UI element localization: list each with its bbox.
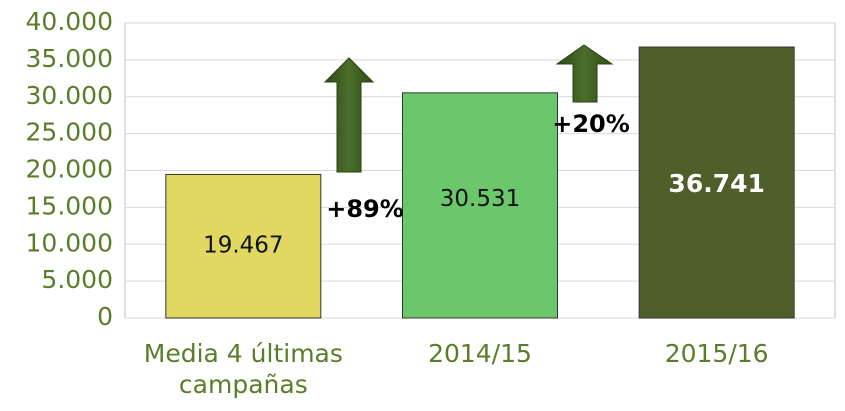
x-tick-label: Media 4 últimas campañas [143,339,343,399]
x-tick-label: 2015/16 [664,339,769,368]
data-label: 19.467 [203,233,283,259]
arrow [323,57,375,173]
y-tick-label: 20.000 [26,155,113,184]
annotation: +89% [326,195,404,223]
x-tick-label: 2014/15 [428,339,532,368]
y-tick-label: 15.000 [26,191,113,220]
y-tick-label: 40.000 [26,7,113,36]
y-tick-label: 0 [97,302,113,331]
y-tick-label: 5.000 [41,265,113,294]
y-tick-label: 30.000 [26,81,113,110]
arrow [555,44,614,103]
y-tick-label: 25.000 [26,118,113,147]
bar [402,92,558,319]
data-label: 30.531 [440,186,520,212]
bar [638,46,795,319]
data-label: 36.741 [668,169,764,198]
y-tick-label: 10.000 [26,228,113,257]
y-tick-label: 35.000 [26,44,113,73]
bar [165,173,322,319]
annotation: +20% [552,110,630,138]
